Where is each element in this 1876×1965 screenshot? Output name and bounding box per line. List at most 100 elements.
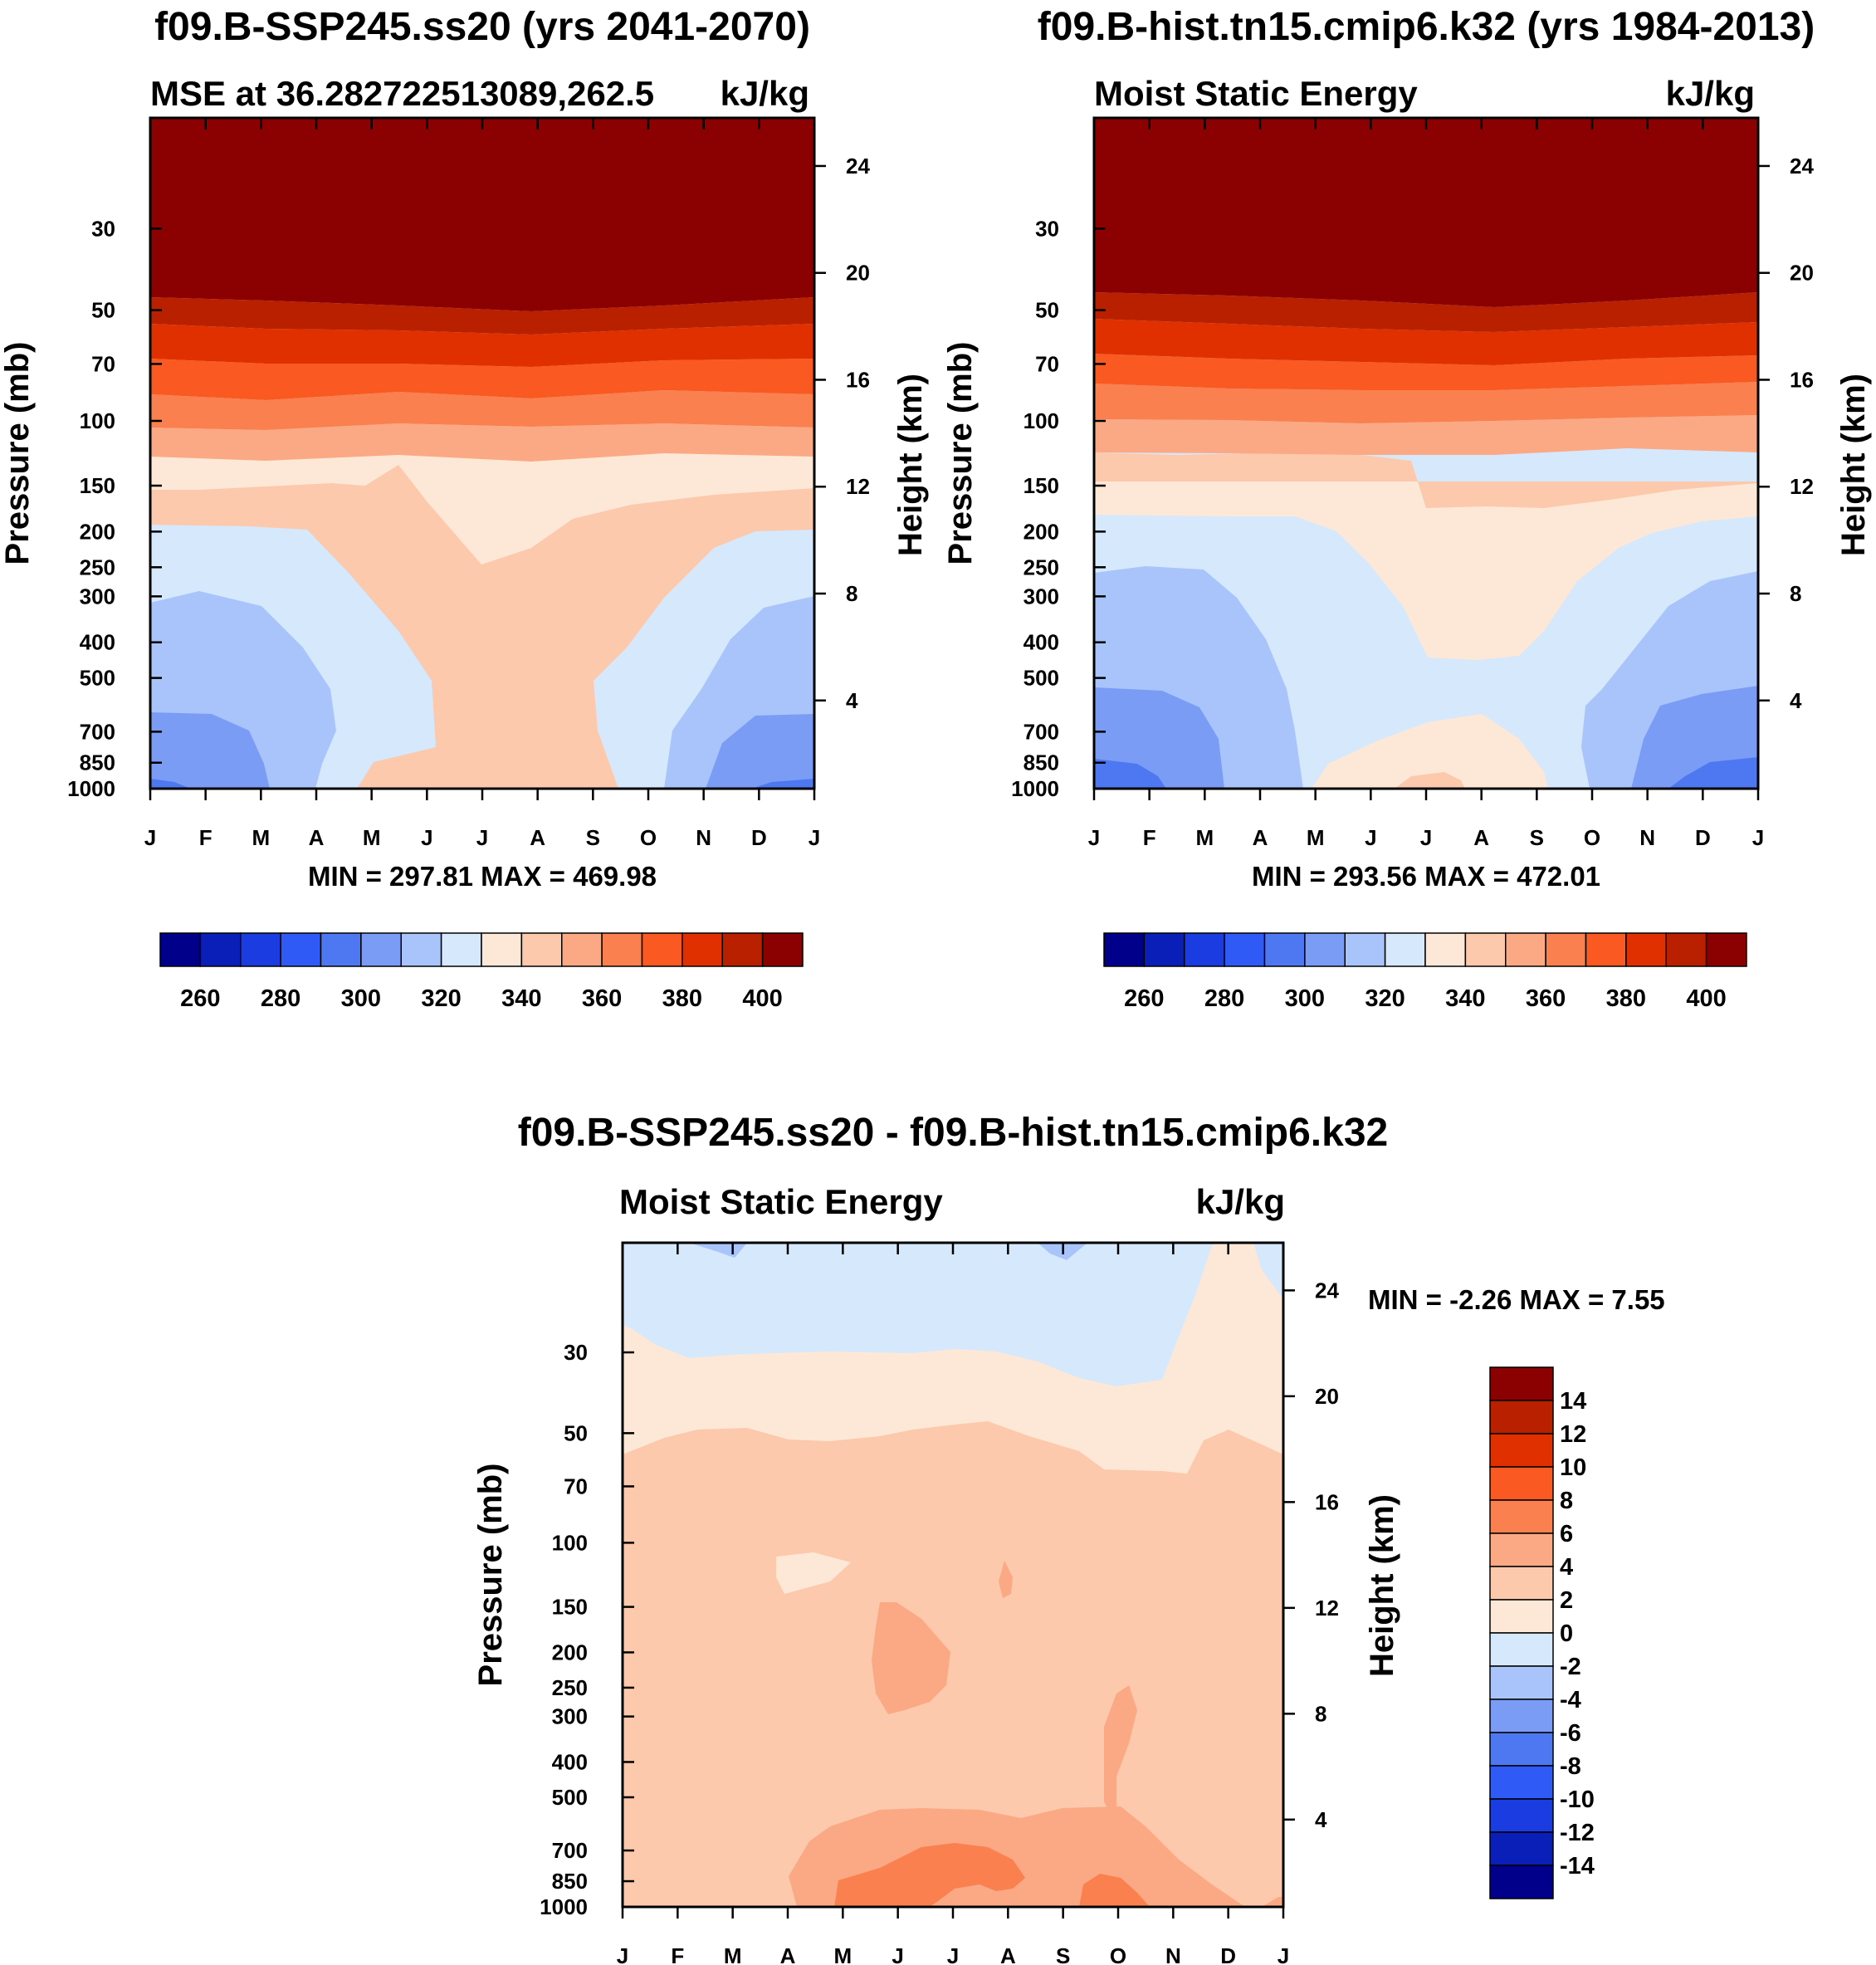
- pressure-tick-label: 250: [1023, 555, 1059, 579]
- month-tick-label: O: [1584, 825, 1600, 850]
- colorbar-swatch: [520, 932, 563, 967]
- month-tick-label: A: [1000, 1943, 1016, 1965]
- panel-diff: f09.B-SSP245.ss20 - f09.B-hist.tn15.cmip…: [472, 1111, 1665, 1965]
- colorbar-swatch: [1489, 1732, 1554, 1767]
- pressure-tick-label: 400: [552, 1749, 588, 1774]
- colorbar-swatch: [721, 932, 764, 967]
- colorbar-swatch: [159, 932, 202, 967]
- month-tick-label: A: [1473, 825, 1489, 850]
- contour-fill-4-6-c: [1104, 1685, 1137, 1826]
- colorbar-label: 380: [662, 985, 702, 1012]
- colorbar-swatch: [1489, 1831, 1554, 1866]
- height-tick-label: 8: [1315, 1701, 1326, 1726]
- contour-field: [623, 1243, 1283, 1907]
- height-tick-label: 12: [1315, 1596, 1339, 1620]
- height-tick-label: 20: [846, 261, 870, 286]
- colorbar-swatch: [1424, 932, 1467, 967]
- contour-fill-380-390: [1094, 319, 1758, 365]
- colorbar-swatch: [1489, 1599, 1554, 1634]
- month-tick-label: J: [809, 825, 820, 850]
- month-tick-label: N: [1165, 1943, 1181, 1965]
- contour-fill-290-300-right: [1668, 757, 1758, 789]
- colorbar-swatch: [440, 932, 482, 967]
- colorbar-swatch: [561, 932, 603, 967]
- panel-title: f09.B-SSP245.ss20 - f09.B-hist.tn15.cmip…: [518, 1111, 1388, 1155]
- contour-fill-370-380: [150, 359, 814, 400]
- month-tick-label: J: [1420, 825, 1432, 850]
- contour-fill-340-350: [1094, 448, 1758, 508]
- height-tick-label: 8: [846, 581, 857, 606]
- colorbar-swatch: [1489, 1665, 1554, 1700]
- colorbar-label: 380: [1606, 985, 1646, 1012]
- panel-subtitle-left: Moist Static Energy: [1094, 74, 1418, 113]
- colorbar-swatch: [1224, 932, 1266, 967]
- contour-fill-0-2-isle: [776, 1552, 851, 1594]
- pressure-tick-label: 500: [1023, 666, 1059, 691]
- contour-fill-6-8-b: [1079, 1874, 1150, 1907]
- colorbar-label: 260: [180, 985, 220, 1012]
- pressure-tick-label: 1000: [1011, 776, 1059, 801]
- pressure-tick-label: 50: [1035, 298, 1059, 323]
- colorbar-swatch: [761, 932, 804, 967]
- colorbar-label: 2: [1560, 1587, 1573, 1614]
- month-tick-label: F: [199, 825, 213, 850]
- pressure-tick-label: 700: [1023, 719, 1059, 744]
- panel-subtitle-right: kJ/kg: [1666, 74, 1755, 113]
- pressure-tick-label: 850: [80, 750, 115, 775]
- pressure-tick-label: 300: [80, 584, 115, 609]
- colorbar-label: 320: [421, 985, 461, 1012]
- panel-subtitle-right: kJ/kg: [1196, 1182, 1285, 1221]
- colorbar-swatch: [1489, 1466, 1554, 1501]
- contour-fill-390-400: [1094, 292, 1758, 332]
- colorbar-label: 260: [1124, 985, 1164, 1012]
- yaxis-left-label: Pressure (mb): [0, 342, 36, 565]
- colorbar-swatch: [1489, 1433, 1554, 1468]
- yaxis-left-label: Pressure (mb): [942, 342, 979, 565]
- contour-fill-290-300-right: [751, 779, 814, 789]
- colorbar-swatch: [1489, 1798, 1554, 1833]
- contour-fill-above-400: [1094, 118, 1758, 307]
- colorbar-label: 320: [1365, 985, 1405, 1012]
- pressure-tick-label: 850: [552, 1869, 588, 1894]
- month-tick-label: M: [363, 825, 381, 850]
- contour-fill-4-6-b: [999, 1561, 1013, 1598]
- colorbar-difference: 14 12 10 8 6 4 2 0 -2 -4 -6 -8 -10 -12 -14: [1489, 1366, 1595, 1899]
- colorbar-swatch: [1103, 932, 1146, 967]
- height-tick-label: 24: [1315, 1278, 1339, 1303]
- pressure-tick-label: 500: [552, 1785, 588, 1810]
- month-tick-label: N: [696, 825, 711, 850]
- height-tick-label: 16: [1790, 367, 1814, 392]
- colorbar-swatch: [481, 932, 523, 967]
- contour-fill-300-310: [150, 712, 270, 789]
- colorbar-swatch: [1705, 932, 1747, 967]
- height-tick-label: 24: [846, 154, 870, 178]
- month-tick-label: N: [1639, 825, 1655, 850]
- colorbar-swatch: [240, 932, 281, 967]
- colorbar-label: 10: [1560, 1454, 1586, 1481]
- colorbar-swatch: [641, 932, 683, 967]
- pressure-tick-label: 50: [564, 1420, 588, 1445]
- colorbar-swatch: [1344, 932, 1386, 967]
- pressure-tick-label: 850: [1023, 750, 1059, 775]
- month-tick-label: J: [892, 1943, 903, 1965]
- height-axis-right: 24 20 16 12 8 4: [1283, 1278, 1339, 1832]
- panel-subtitle-left: Moist Static Energy: [619, 1182, 943, 1221]
- colorbar-label: -14: [1560, 1853, 1595, 1879]
- pressure-tick-label: 100: [1023, 408, 1059, 433]
- min-max-stats: MIN = 293.56 MAX = 472.01: [1252, 861, 1600, 892]
- contour-fill-350-360: [150, 423, 814, 462]
- height-axis-right: 24 20 16 12 8 4: [814, 154, 870, 713]
- month-tick-label: M: [1307, 825, 1325, 850]
- pressure-tick-label: 150: [552, 1595, 588, 1620]
- colorbar-label: 360: [1526, 985, 1566, 1012]
- colorbar-label: -6: [1560, 1720, 1581, 1747]
- colorbar-swatch: [1304, 932, 1346, 967]
- contour-fill-above-400: [150, 118, 814, 311]
- month-tick-label: D: [1695, 825, 1711, 850]
- colorbar-label: 0: [1560, 1620, 1573, 1647]
- colorbar-label: 300: [1285, 985, 1325, 1012]
- colorbar-swatch: [1489, 1366, 1554, 1401]
- colorbar-label: 6: [1560, 1521, 1573, 1547]
- yaxis-right-label: Height (km): [1364, 1494, 1400, 1677]
